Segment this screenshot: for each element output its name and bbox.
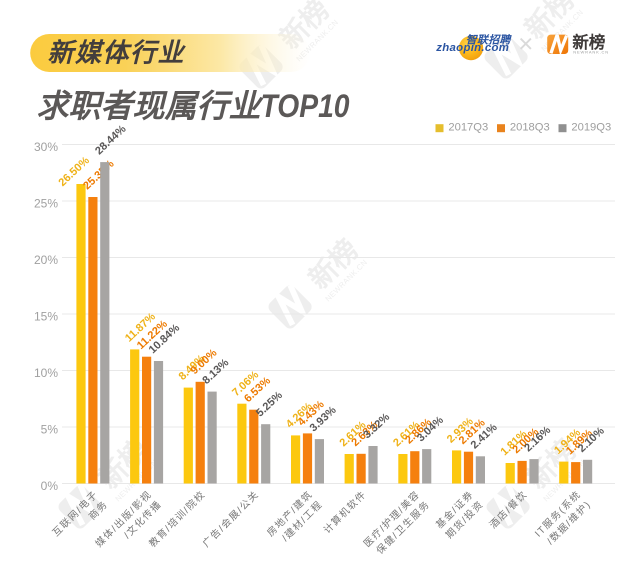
svg-text:求职者现属行业TOP10: 求职者现属行业TOP10 xyxy=(37,88,350,124)
svg-text:2017Q3: 2017Q3 xyxy=(448,121,488,133)
svg-text:新媒体行业: 新媒体行业 xyxy=(48,38,187,68)
svg-text:30%: 30% xyxy=(34,140,58,154)
svg-text:10%: 10% xyxy=(34,366,58,380)
svg-text:智联招聘: 智联招聘 xyxy=(466,33,513,46)
svg-text:zhaopin.com: zhaopin.com xyxy=(435,42,509,54)
svg-text:2018Q3: 2018Q3 xyxy=(510,121,550,133)
svg-text:新榜: 新榜 xyxy=(572,32,605,52)
svg-text:20%: 20% xyxy=(34,253,58,267)
svg-text:NEWRANK.CN: NEWRANK.CN xyxy=(573,50,609,55)
svg-text:2019Q3: 2019Q3 xyxy=(571,121,611,133)
svg-text:25%: 25% xyxy=(34,196,58,210)
svg-text:0%: 0% xyxy=(41,479,59,493)
svg-text:5%: 5% xyxy=(41,422,59,436)
svg-text:15%: 15% xyxy=(34,309,58,323)
